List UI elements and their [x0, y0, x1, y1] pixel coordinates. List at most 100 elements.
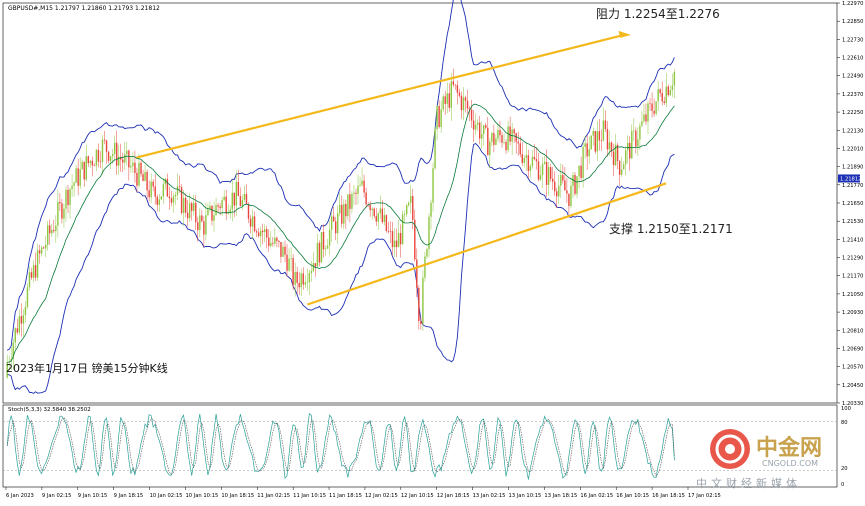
price-tick-label: 1.20690	[842, 346, 863, 352]
candle-body	[91, 160, 94, 166]
candle-body	[602, 120, 605, 141]
candle-body	[144, 171, 146, 181]
stoch-signal-line	[6, 416, 675, 477]
candle-body	[233, 192, 236, 206]
candle-body	[308, 273, 311, 283]
candle-body	[462, 97, 465, 111]
candle-body	[361, 180, 363, 185]
price-tick-label: 1.21530	[842, 219, 863, 225]
candle-body	[328, 229, 331, 246]
candle-body	[436, 106, 438, 130]
candle-body	[517, 141, 519, 144]
candle-body	[359, 184, 361, 186]
candle-body	[314, 263, 317, 267]
price-tick-label: 1.22850	[842, 19, 863, 25]
candle-body	[160, 196, 163, 200]
osc-tick-20: 20	[841, 466, 848, 472]
candle-body	[389, 231, 392, 232]
candle-body	[47, 225, 49, 245]
candle-body	[383, 215, 386, 223]
candle-body	[154, 186, 156, 197]
candle-body	[38, 250, 41, 254]
resistance-label: 阻力 1.2254至1.2276	[596, 7, 720, 21]
time-tick-label: 11 Jan 18:15	[329, 493, 362, 499]
candle-body	[466, 100, 469, 109]
candle-body	[152, 181, 154, 187]
candle-body	[416, 259, 418, 288]
candle-body	[590, 135, 592, 150]
candle-body	[347, 194, 349, 217]
candle-body	[130, 166, 132, 168]
price-tick-label: 1.21170	[842, 274, 863, 280]
candle-body	[460, 95, 463, 111]
candle-body	[292, 258, 294, 285]
candle-body	[180, 187, 183, 214]
candle-body	[478, 122, 481, 139]
candle-body	[592, 131, 594, 136]
candle-body	[83, 161, 85, 180]
candle-body	[300, 273, 302, 288]
stoch-main-line	[6, 413, 675, 480]
candle-body	[255, 231, 258, 233]
candle-body	[558, 185, 560, 197]
candle-body	[103, 139, 106, 141]
price-axis: 1.22970 1.22850 1.22730 1.22610 1.22490 1.223…	[837, 1, 863, 407]
candle-body	[641, 121, 643, 126]
candle-body	[18, 316, 21, 333]
osc-tick-80: 80	[841, 420, 848, 426]
time-tick-label: 13 Jan 18:15	[544, 493, 577, 499]
time-tick-label: 12 Jan 10:15	[401, 493, 434, 499]
candle-body	[326, 245, 329, 249]
candle-body	[229, 209, 231, 213]
candle-body	[101, 139, 104, 162]
candle-body	[32, 265, 35, 278]
candle-body	[375, 216, 377, 222]
candle-body	[357, 185, 359, 194]
price-tick-label: 1.21890	[842, 165, 863, 171]
candle-body	[401, 214, 404, 245]
osc-tick-100: 100	[841, 406, 851, 412]
candle-body	[472, 120, 475, 130]
candle-body	[81, 161, 83, 170]
candle-body	[438, 106, 440, 127]
candle-body	[215, 205, 217, 216]
time-tick-label: 11 Jan 10:15	[293, 493, 326, 499]
support-label: 支撑 1.2150至1.2171	[609, 221, 733, 236]
candle-body	[49, 225, 51, 234]
candle-body	[655, 101, 657, 114]
candle-body	[418, 287, 420, 322]
candle-body	[63, 208, 65, 219]
time-tick-label: 12 Jan 18:15	[437, 493, 470, 499]
candle-body	[30, 272, 33, 278]
candle-body	[257, 232, 260, 237]
candle-body	[227, 212, 229, 214]
candle-body	[120, 156, 122, 160]
candle-body	[334, 221, 337, 234]
time-tick-label: 13 Jan 10:15	[509, 493, 542, 499]
candle-body	[14, 328, 16, 343]
candle-body	[191, 203, 193, 211]
time-tick-label: 9 Jan 18:15	[114, 493, 144, 499]
candle-body	[241, 199, 244, 206]
candle-body	[533, 156, 536, 160]
time-tick-label: 10 Jan 02:15	[150, 493, 183, 499]
price-tick-label: 1.20450	[842, 383, 863, 389]
candle-body	[594, 131, 596, 152]
time-axis: 6 Jan 2023 9 Jan 02:15 9 Jan 10:15 9 Jan 18…	[5, 487, 721, 499]
time-tick-label: 16 Jan 18:15	[652, 493, 685, 499]
candle-body	[290, 258, 292, 259]
candle-body	[570, 185, 572, 206]
candle-body	[312, 263, 315, 271]
candle-body	[235, 182, 238, 206]
candle-body	[420, 321, 422, 324]
candle-body	[251, 216, 254, 227]
time-tick-label: 17 Jan 02:15	[688, 493, 721, 499]
candle-body	[150, 181, 152, 198]
candle-body	[142, 174, 144, 181]
candle-body	[588, 149, 590, 157]
candle-body	[428, 216, 430, 250]
candle-body	[341, 204, 343, 224]
candle-body	[178, 186, 181, 188]
candle-body	[622, 164, 625, 170]
candle-body	[107, 151, 110, 161]
